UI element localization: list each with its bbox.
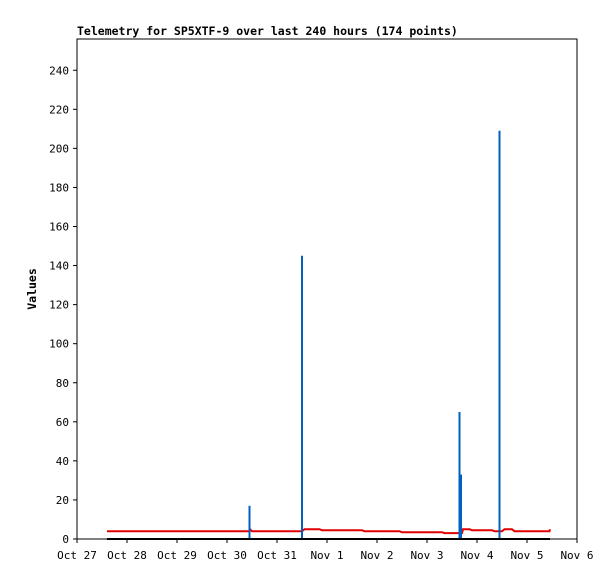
y-axis: 0 20 40 60 80 100 120 140 160 180 200 220 240 (49, 64, 77, 546)
x-tick-label: Nov 6 (560, 549, 593, 562)
x-tick-label: Oct 30 (207, 549, 247, 562)
y-tick-label: 40 (56, 455, 69, 468)
chart-title: Telemetry for SP5XTF-9 over last 240 hou… (77, 24, 458, 38)
y-axis-label: Values (25, 268, 39, 310)
y-tick-label: 140 (49, 260, 69, 273)
plot-frame (76, 38, 578, 540)
x-tick-label: Oct 28 (107, 549, 147, 562)
y-tick-label: 0 (62, 533, 69, 546)
y-tick-label: 20 (56, 494, 69, 507)
y-tick-label: 180 (49, 181, 69, 194)
x-tick-label: Nov 4 (460, 549, 493, 562)
y-tick-label: 60 (56, 416, 69, 429)
y-tick-label: 80 (56, 377, 69, 390)
x-tick-label: Oct 31 (257, 549, 297, 562)
y-tick-label: 220 (49, 103, 69, 116)
y-tick-label: 200 (49, 142, 69, 155)
y-tick-label: 240 (49, 64, 69, 77)
x-tick-label: Oct 27 (57, 549, 97, 562)
x-tick-label: Nov 1 (310, 549, 343, 562)
x-tick-label: Nov 2 (360, 549, 393, 562)
x-tick-label: Oct 29 (157, 549, 197, 562)
y-tick-label: 120 (49, 299, 69, 312)
series-line-0 (107, 527, 551, 535)
y-tick-label: 100 (49, 338, 69, 351)
y-tick-label: 160 (49, 221, 69, 234)
x-tick-label: Nov 5 (510, 549, 543, 562)
x-axis: Oct 27 Oct 28 Oct 29 Oct 30 Oct 31 Nov 1 Nov 2… (57, 539, 594, 562)
x-tick-label: Nov 3 (410, 549, 443, 562)
series-layer (107, 130, 551, 540)
